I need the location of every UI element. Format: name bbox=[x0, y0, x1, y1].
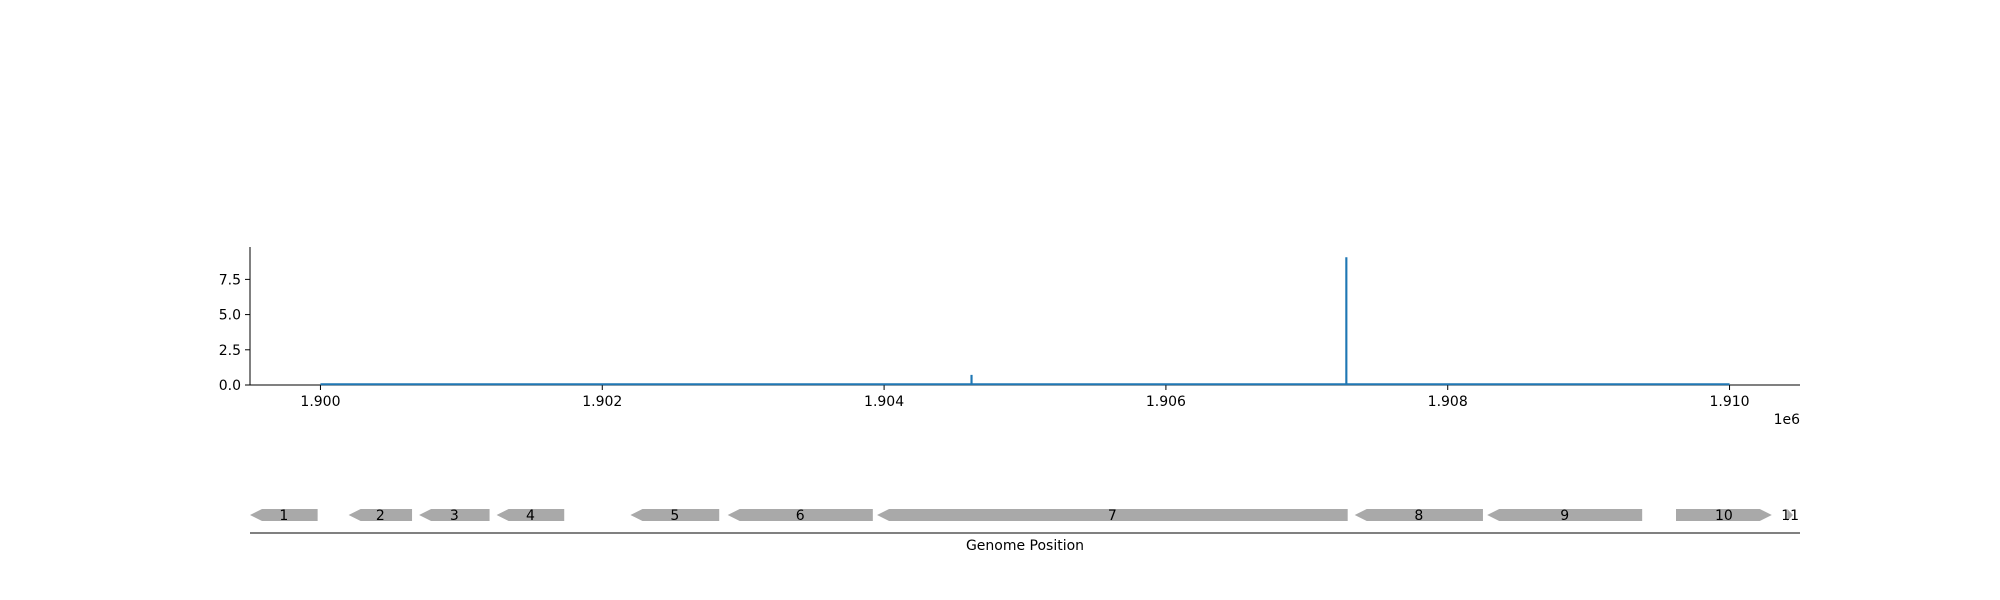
gene-feature-7 bbox=[877, 509, 1348, 521]
gene-label-7: 7 bbox=[1108, 508, 1117, 524]
gene-label-4: 4 bbox=[526, 508, 535, 524]
gene-feature-3 bbox=[419, 509, 490, 521]
gene-track: 1 2 3 4 5 6 7 8 9 10 11 Genome Position bbox=[250, 508, 1800, 554]
gene-feature-10 bbox=[1676, 509, 1772, 521]
x-tick-label: 1.910 bbox=[1709, 394, 1749, 410]
gene-feature-9 bbox=[1487, 509, 1643, 521]
coverage-line bbox=[320, 257, 1730, 386]
y-tick-label: 7.5 bbox=[219, 272, 241, 288]
gene-label-3: 3 bbox=[450, 508, 459, 524]
x-tick-label: 1.906 bbox=[1146, 394, 1186, 410]
gene-label-5: 5 bbox=[670, 508, 679, 524]
gene-feature-1 bbox=[250, 509, 318, 521]
gene-label-10: 10 bbox=[1715, 508, 1733, 524]
gene-feature-2 bbox=[348, 509, 413, 521]
gene-label-8: 8 bbox=[1414, 508, 1423, 524]
x-offset-label: 1e6 bbox=[1774, 412, 1801, 428]
gene-label-2: 2 bbox=[376, 508, 385, 524]
gene-features: 1 2 3 4 5 6 7 8 9 10 11 bbox=[250, 508, 1799, 524]
gene-feature-6 bbox=[727, 509, 873, 521]
x-tick-label: 1.900 bbox=[300, 394, 340, 410]
gene-label-11: 11 bbox=[1781, 508, 1799, 524]
gene-label-1: 1 bbox=[279, 508, 288, 524]
gene-feature-11 bbox=[1787, 509, 1793, 521]
y-tick-label: 2.5 bbox=[219, 343, 241, 359]
gene-label-9: 9 bbox=[1560, 508, 1569, 524]
gene-label-6: 6 bbox=[796, 508, 805, 524]
x-tick-label: 1.908 bbox=[1428, 394, 1468, 410]
x-ticks: 1.900 1.902 1.904 1.906 1.908 1.910 bbox=[300, 385, 1750, 410]
y-tick-label: 5.0 bbox=[219, 308, 241, 324]
x-axis-title: Genome Position bbox=[966, 538, 1084, 554]
x-tick-label: 1.904 bbox=[864, 394, 904, 410]
gene-feature-8 bbox=[1354, 509, 1483, 521]
y-tick-label: 0.0 bbox=[219, 378, 241, 394]
coverage-plot: 1.900 1.902 1.904 1.906 1.908 1.910 0.0 2.5 5.0… bbox=[219, 247, 1800, 428]
y-ticks: 0.0 2.5 5.0 7.5 bbox=[219, 272, 250, 394]
x-tick-label: 1.902 bbox=[582, 394, 622, 410]
gene-feature-4 bbox=[496, 509, 565, 521]
gene-feature-5 bbox=[630, 509, 720, 521]
